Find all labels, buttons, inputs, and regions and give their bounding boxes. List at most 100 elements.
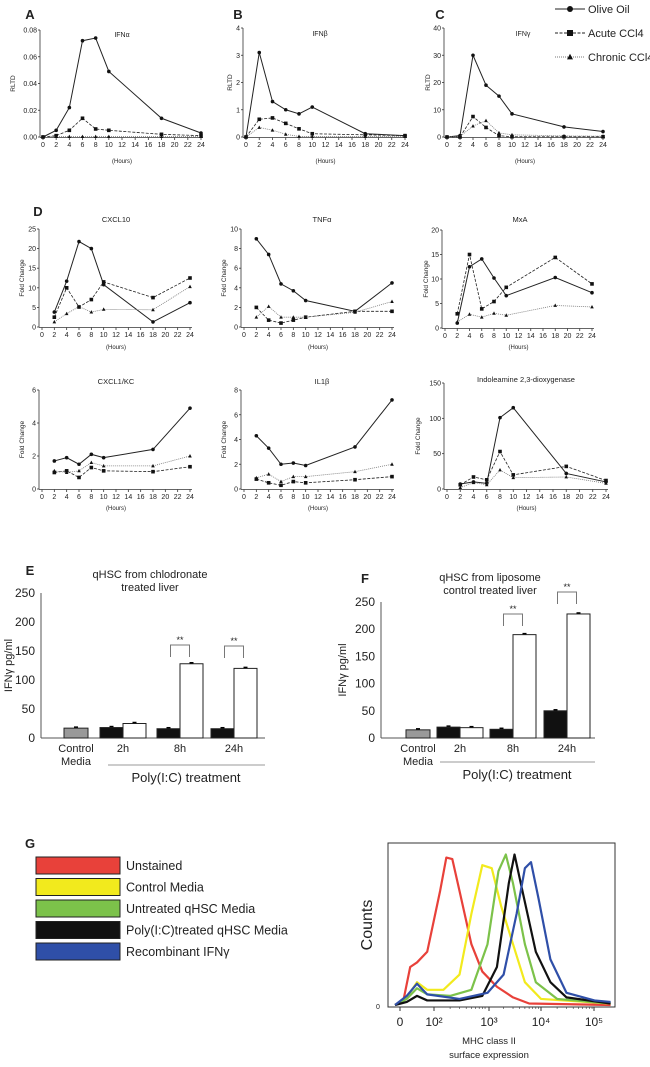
data-point: [390, 309, 394, 314]
y-tick-label: 0: [437, 487, 441, 494]
y-tick-label: 50: [362, 704, 376, 718]
y-tick-label: 4: [234, 285, 238, 292]
legend-marker: [567, 30, 573, 36]
data-point: [89, 297, 94, 302]
x-tick-label: 8: [492, 333, 496, 340]
data-point: [497, 130, 501, 135]
x-tick-label: 16: [339, 332, 347, 339]
y-tick-label: 0.06: [23, 54, 37, 61]
data-point: [283, 132, 288, 136]
data-point: [244, 135, 248, 139]
x-tick-label: 12: [521, 142, 529, 149]
x-tick-label: 20: [363, 494, 371, 501]
data-point: [151, 320, 155, 324]
data-point: [54, 128, 58, 133]
data-point: [52, 315, 57, 319]
chart-title: IL1β: [315, 377, 330, 386]
x-tick-label: 22: [376, 494, 384, 501]
data-point: [151, 447, 155, 452]
y-tick-label: 100: [15, 673, 35, 687]
data-point: [80, 134, 85, 139]
x-tick-label: 24: [186, 494, 194, 501]
bar-control: [63, 727, 89, 739]
x-tick-label: 18: [562, 494, 570, 501]
histogram-curve: [394, 864, 611, 1006]
data-point: [77, 462, 81, 467]
y-tick-label: 10: [433, 107, 441, 114]
y-axis-label: Fold Change: [415, 417, 422, 455]
x-tick-label: 2: [254, 494, 258, 501]
data-point: [93, 127, 98, 131]
series-line: [446, 120, 604, 138]
chart-title: IFNα: [114, 32, 129, 39]
y-tick-label: 4: [234, 437, 238, 444]
data-point: [601, 129, 605, 134]
x-tick-label: 16: [539, 333, 547, 340]
x-tick-label: 10³: [480, 1015, 497, 1029]
data-point: [497, 133, 501, 138]
data-point: [492, 311, 496, 315]
y-tick-label: 50: [433, 451, 441, 458]
y-axis-label: Fold Change: [19, 421, 26, 459]
bar-untreated: [210, 728, 235, 739]
x-tick-label: 14: [124, 494, 132, 501]
x-tick-label: 8: [297, 142, 301, 149]
x-axis-label: (Hours): [308, 345, 328, 351]
x-axis-label: (Hours): [516, 506, 536, 512]
x-tick-label: 18: [158, 142, 166, 149]
data-point: [279, 462, 283, 467]
histogram-curve: [394, 856, 611, 1007]
significance-bracket: [224, 645, 244, 658]
x-tick-label: 12: [314, 494, 322, 501]
data-point: [510, 112, 514, 116]
data-point: [467, 312, 472, 316]
x-tick-label: 0: [41, 142, 45, 149]
chart-title: treated liver: [121, 582, 179, 594]
x-tick-label: 6: [77, 332, 81, 339]
data-point: [390, 299, 394, 303]
x-axis-label: (Hours): [106, 506, 126, 512]
bar-untreated: [156, 728, 181, 739]
x-tick-label: 22: [174, 494, 182, 501]
data-point: [279, 479, 283, 484]
data-point: [151, 469, 155, 474]
legend-swatch: [35, 921, 121, 939]
data-point: [270, 99, 275, 104]
data-point: [511, 475, 516, 480]
legend-label: Unstained: [126, 859, 182, 873]
data-point: [270, 116, 275, 120]
x-tick-label: 4: [472, 494, 476, 501]
data-point: [471, 480, 476, 485]
legend-marker: [567, 6, 573, 12]
y-tick-label: 0: [28, 731, 35, 745]
x-tick-label: 18: [551, 333, 559, 340]
x-tick-label: 0: [40, 332, 44, 339]
y-tick-label: 0: [437, 135, 441, 142]
data-point: [257, 117, 262, 122]
data-point: [188, 276, 192, 280]
histogram-curve: [394, 853, 611, 1006]
data-point: [479, 307, 484, 311]
data-point: [159, 132, 164, 137]
data-point: [297, 134, 301, 138]
data-point: [504, 293, 509, 298]
data-point: [484, 83, 488, 88]
data-point: [601, 134, 605, 138]
x-tick-label: 8: [291, 494, 295, 501]
y-tick-label: 15: [28, 266, 36, 273]
data-point: [390, 281, 394, 285]
x-tick-label: 12: [523, 494, 531, 501]
panel-letter: C: [435, 7, 445, 22]
x-tick-label: 2h: [454, 743, 466, 755]
x-tick-label: 2: [254, 332, 258, 339]
x-tick-label: 10: [302, 332, 310, 339]
x-tick-label: 22: [174, 332, 182, 339]
data-point: [504, 313, 509, 317]
data-point: [390, 462, 394, 466]
series-line: [256, 476, 393, 486]
y-tick-label: 150: [355, 649, 375, 663]
x-tick-label: 12: [314, 332, 322, 339]
series-line: [54, 286, 191, 323]
series-line: [53, 240, 191, 323]
